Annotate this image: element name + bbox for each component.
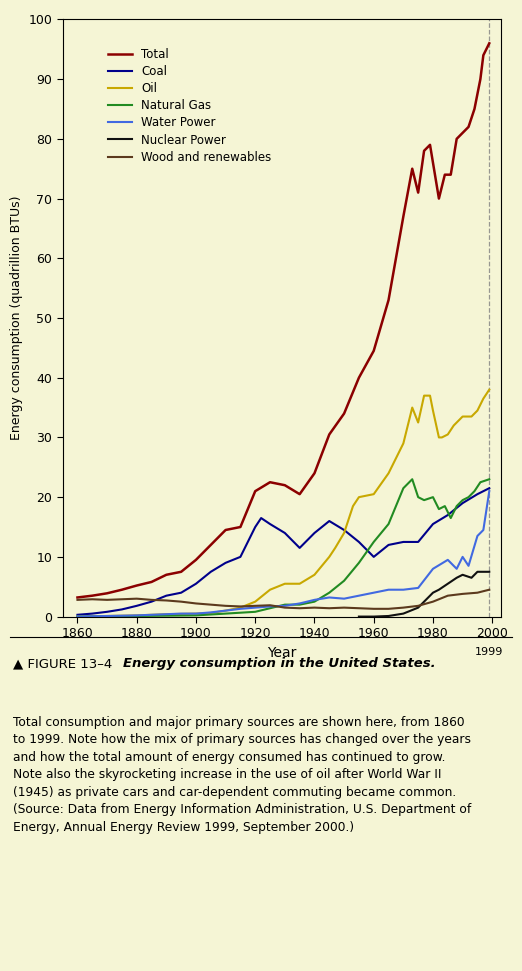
- Text: Energy consumption in the United States.: Energy consumption in the United States.: [123, 657, 435, 670]
- Text: ▲ FIGURE 13–4: ▲ FIGURE 13–4: [13, 657, 112, 670]
- Y-axis label: Energy consumption (quadrillion BTUs): Energy consumption (quadrillion BTUs): [10, 196, 23, 440]
- Legend: Total, Coal, Oil, Natural Gas, Water Power, Nuclear Power, Wood and renewables: Total, Coal, Oil, Natural Gas, Water Pow…: [104, 44, 276, 169]
- Text: 1999: 1999: [475, 648, 503, 657]
- Text: Total consumption and major primary sources are shown here, from 1860
to 1999. N: Total consumption and major primary sour…: [13, 716, 471, 834]
- X-axis label: Year: Year: [267, 646, 296, 659]
